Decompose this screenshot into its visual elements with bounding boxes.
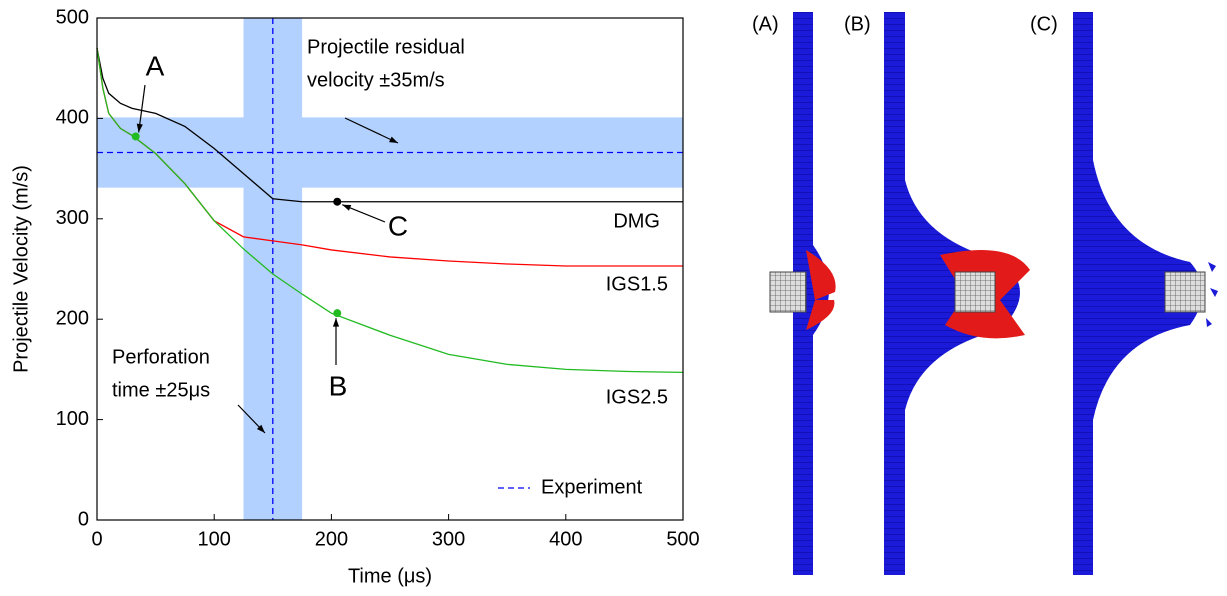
panel-c (1073, 12, 1218, 575)
velocity-annotation: velocity ±35m/s (307, 69, 445, 91)
x-tick-label: 500 (666, 528, 699, 550)
x-tick-label: 100 (198, 528, 231, 550)
y-tick-label: 400 (56, 107, 89, 129)
panel-b (884, 12, 1030, 575)
annotation-arrow-head (256, 424, 265, 433)
panel-label: (C) (1030, 13, 1058, 35)
y-axis-label: Projectile Velocity (m/s) (10, 165, 32, 373)
annotation-arrow-head (332, 318, 340, 327)
x-tick-label: 0 (91, 528, 102, 550)
series-label: IGS2.5 (606, 386, 668, 408)
series-label: DMG (613, 210, 660, 232)
annotation-arrow-head (136, 123, 143, 133)
series-line (96, 48, 684, 374)
y-tick-label: 0 (78, 508, 89, 530)
time-annotation: Perforation (112, 346, 210, 368)
x-tick-label: 300 (432, 528, 465, 550)
point-label: A (146, 50, 165, 81)
plot: 0 100 200 300 400 500 0 100 200 300 400 500 Time (μs… (10, 6, 699, 587)
series-label: IGS1.5 (606, 273, 668, 295)
y-tick-label: 500 (56, 6, 89, 28)
y-tick-label: 300 (56, 207, 89, 229)
y-tick-label: 100 (56, 408, 89, 430)
time-annotation: time ±25μs (112, 379, 210, 401)
point-label: B (329, 370, 348, 401)
plot-frame (96, 17, 684, 521)
series-line (96, 47, 683, 203)
annotation-arrow (344, 117, 399, 144)
point-label: C (388, 210, 408, 241)
legend-label: Experiment (541, 476, 643, 498)
annotation-arrow-head (389, 136, 398, 143)
x-axis-label: Time (μs) (348, 565, 432, 587)
x-tick-label: 400 (549, 528, 582, 550)
panel-label: (B) (844, 13, 871, 35)
point-marker (333, 309, 342, 318)
point-marker (131, 132, 140, 141)
point-marker (333, 197, 342, 206)
y-tick-label: 200 (56, 307, 89, 329)
annotation-arrow-head (342, 204, 352, 211)
panel-a (769, 12, 836, 575)
x-tick-label: 200 (315, 528, 348, 550)
panel-label: (A) (752, 13, 779, 35)
velocity-annotation: Projectile residual (307, 36, 465, 58)
